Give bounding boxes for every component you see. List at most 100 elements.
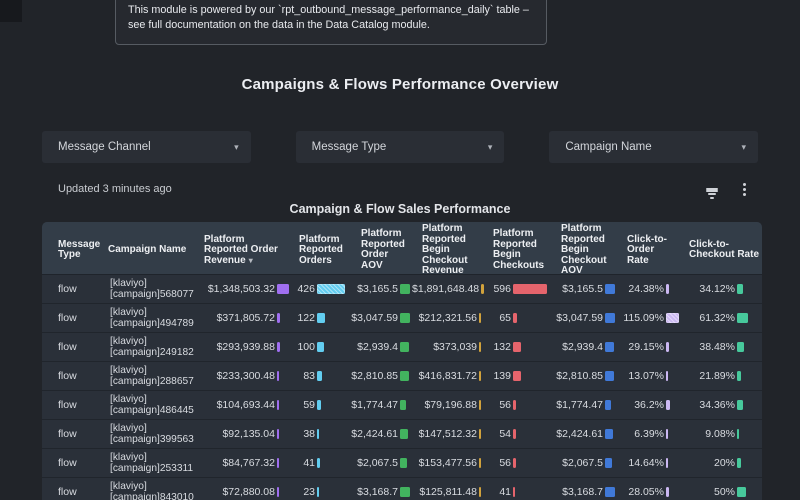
cell-campaign_name[interactable]: [klaviyo] [campaign]399563 xyxy=(110,423,194,445)
cell-cto_rate[interactable]: 29.15% xyxy=(617,333,679,361)
cell-bc_aov[interactable]: $2,939.4 xyxy=(551,333,617,361)
cell-message_type[interactable]: flow xyxy=(58,486,77,498)
cell-cto_rate[interactable]: 6.39% xyxy=(617,420,679,448)
column-header-ctc_rate[interactable]: Click-to-Checkout Rate xyxy=(689,238,760,261)
cell-bc_count[interactable]: 132 xyxy=(483,333,551,361)
cell-order_revenue[interactable]: $72,880.08 xyxy=(194,478,289,500)
cell-campaign_name[interactable]: [klaviyo] [campaign]288657 xyxy=(110,365,194,387)
cell-orders[interactable]: 122 xyxy=(289,304,351,332)
cell-bc_count[interactable]: 65 xyxy=(483,304,551,332)
cell-orders[interactable]: 426 xyxy=(289,275,351,303)
cell-orders[interactable]: 41 xyxy=(289,449,351,477)
column-header-bc_count[interactable]: Platform Reported Begin Checkouts xyxy=(493,228,545,272)
cell-order_aov[interactable]: $3,165.5 xyxy=(351,275,412,303)
cell-ctc_rate[interactable]: 38.48% xyxy=(679,333,762,361)
cell-order_revenue[interactable]: $92,135.04 xyxy=(194,420,289,448)
cell-message_type[interactable]: flow xyxy=(58,457,77,469)
cell-ctc_rate[interactable]: 20% xyxy=(679,449,762,477)
cell-message_type[interactable]: flow xyxy=(58,341,77,353)
cell-bc_aov[interactable]: $2,424.61 xyxy=(551,420,617,448)
cell-bc_count[interactable]: 139 xyxy=(483,362,551,390)
cell-message_type[interactable]: flow xyxy=(58,399,77,411)
cell-campaign_name[interactable]: [klaviyo] [campaign]486445 xyxy=(110,394,194,416)
column-header-bc_revenue[interactable]: Platform Reported Begin Checkout Revenue xyxy=(422,223,468,277)
cell-order_aov[interactable]: $2,424.61 xyxy=(351,420,412,448)
cell-bc_count[interactable]: 41 xyxy=(483,478,551,500)
cell-bc_revenue[interactable]: $125,811.48 xyxy=(412,478,483,500)
cell-ctc_rate[interactable]: 21.89% xyxy=(679,362,762,390)
cell-order_revenue[interactable]: $233,300.48 xyxy=(194,362,289,390)
cell-order_revenue[interactable]: $84,767.32 xyxy=(194,449,289,477)
cell-message_type[interactable]: flow xyxy=(58,370,77,382)
column-header-cto_rate[interactable]: Click-to-Order Rate xyxy=(627,233,667,266)
column-header-bc_aov[interactable]: Platform Reported Begin Checkout AOV xyxy=(561,223,607,277)
cell-order_revenue[interactable]: $104,693.44 xyxy=(194,391,289,419)
cell-bar-ctc_rate xyxy=(737,342,744,352)
column-header-message_type[interactable]: Message Type xyxy=(58,238,101,261)
cell-cto_rate[interactable]: 14.64% xyxy=(617,449,679,477)
cell-order_aov[interactable]: $3,047.59 xyxy=(351,304,412,332)
cell-bc_count[interactable]: 54 xyxy=(483,420,551,448)
cell-bc_revenue[interactable]: $79,196.88 xyxy=(412,391,483,419)
cell-ctc_rate[interactable]: 9.08% xyxy=(679,420,762,448)
filter-dropdown-message-channel[interactable]: Message Channel ▾ xyxy=(42,131,251,163)
cell-bc_aov[interactable]: $3,165.5 xyxy=(551,275,617,303)
cell-campaign_name[interactable]: [klaviyo] [campaign]253311 xyxy=(110,452,194,474)
cell-order_revenue[interactable]: $371,805.72 xyxy=(194,304,289,332)
cell-ctc_rate[interactable]: 34.12% xyxy=(679,275,762,303)
cell-order_aov[interactable]: $3,168.7 xyxy=(351,478,412,500)
cell-bc_count[interactable]: 56 xyxy=(483,449,551,477)
cell-bc_aov[interactable]: $3,168.7 xyxy=(551,478,617,500)
cell-bar-bc_count xyxy=(513,284,547,294)
cell-bar-bc_revenue xyxy=(479,342,481,352)
cell-bc_aov[interactable]: $1,774.47 xyxy=(551,391,617,419)
cell-cto_rate[interactable]: 24.38% xyxy=(617,275,679,303)
column-header-orders[interactable]: Platform Reported Orders xyxy=(299,233,343,266)
cell-orders[interactable]: 38 xyxy=(289,420,351,448)
cell-bc_revenue[interactable]: $153,477.56 xyxy=(412,449,483,477)
cell-cto_rate[interactable]: 36.2% xyxy=(617,391,679,419)
cell-order_aov[interactable]: $1,774.47 xyxy=(351,391,412,419)
cell-ctc_rate[interactable]: 34.36% xyxy=(679,391,762,419)
cell-campaign_name[interactable]: [klaviyo] [campaign]249182 xyxy=(110,336,194,358)
cell-order_aov[interactable]: $2,810.85 xyxy=(351,362,412,390)
cell-orders[interactable]: 83 xyxy=(289,362,351,390)
cell-order_aov[interactable]: $2,067.5 xyxy=(351,449,412,477)
cell-ctc_rate[interactable]: 61.32% xyxy=(679,304,762,332)
cell-campaign_name[interactable]: [klaviyo] [campaign]568077 xyxy=(110,278,194,300)
cell-bar-bc_revenue xyxy=(479,429,481,439)
column-header-campaign_name[interactable]: Campaign Name xyxy=(108,244,187,256)
cell-message_type[interactable]: flow xyxy=(58,312,77,324)
column-header-order_revenue[interactable]: Platform Reported Order Revenue ▾ xyxy=(204,233,278,266)
cell-orders[interactable]: 23 xyxy=(289,478,351,500)
filter-dropdown-campaign-name[interactable]: Campaign Name ▾ xyxy=(549,131,759,163)
cell-bc_aov[interactable]: $3,047.59 xyxy=(551,304,617,332)
cell-bc_revenue[interactable]: $373,039 xyxy=(412,333,483,361)
cell-campaign_name[interactable]: [klaviyo] [campaign]843010 xyxy=(110,481,194,500)
column-header-order_aov[interactable]: Platform Reported Order AOV xyxy=(361,228,405,272)
cell-bc_count[interactable]: 56 xyxy=(483,391,551,419)
cell-cto_rate[interactable]: 115.09% xyxy=(617,304,679,332)
cell-campaign_name[interactable]: [klaviyo] [campaign]494789 xyxy=(110,307,194,329)
cell-order_revenue[interactable]: $1,348,503.32 xyxy=(194,275,289,303)
cell-orders[interactable]: 59 xyxy=(289,391,351,419)
cell-message_type[interactable]: flow xyxy=(58,283,77,295)
filter-icon[interactable] xyxy=(704,181,720,199)
cell-bc_aov[interactable]: $2,067.5 xyxy=(551,449,617,477)
cell-ctc_rate[interactable]: 50% xyxy=(679,478,762,500)
cell-cto_rate[interactable]: 13.07% xyxy=(617,362,679,390)
cell-bar-cto_rate xyxy=(666,313,679,323)
cell-orders[interactable]: 100 xyxy=(289,333,351,361)
cell-order_revenue[interactable]: $293,939.88 xyxy=(194,333,289,361)
cell-bc_aov[interactable]: $2,810.85 xyxy=(551,362,617,390)
cell-bc_revenue[interactable]: $1,891,648.48 xyxy=(412,275,485,303)
cell-message_type[interactable]: flow xyxy=(58,428,77,440)
kebab-menu-icon[interactable] xyxy=(736,181,752,197)
cell-bc_revenue[interactable]: $147,512.32 xyxy=(412,420,483,448)
filter-dropdown-message-type[interactable]: Message Type ▾ xyxy=(295,131,505,163)
cell-cto_rate[interactable]: 28.05% xyxy=(617,478,679,500)
cell-order_aov[interactable]: $2,939.4 xyxy=(351,333,412,361)
cell-bc_revenue[interactable]: $416,831.72 xyxy=(412,362,483,390)
cell-bc_revenue[interactable]: $212,321.56 xyxy=(412,304,483,332)
cell-bc_count[interactable]: 596 xyxy=(483,275,551,303)
